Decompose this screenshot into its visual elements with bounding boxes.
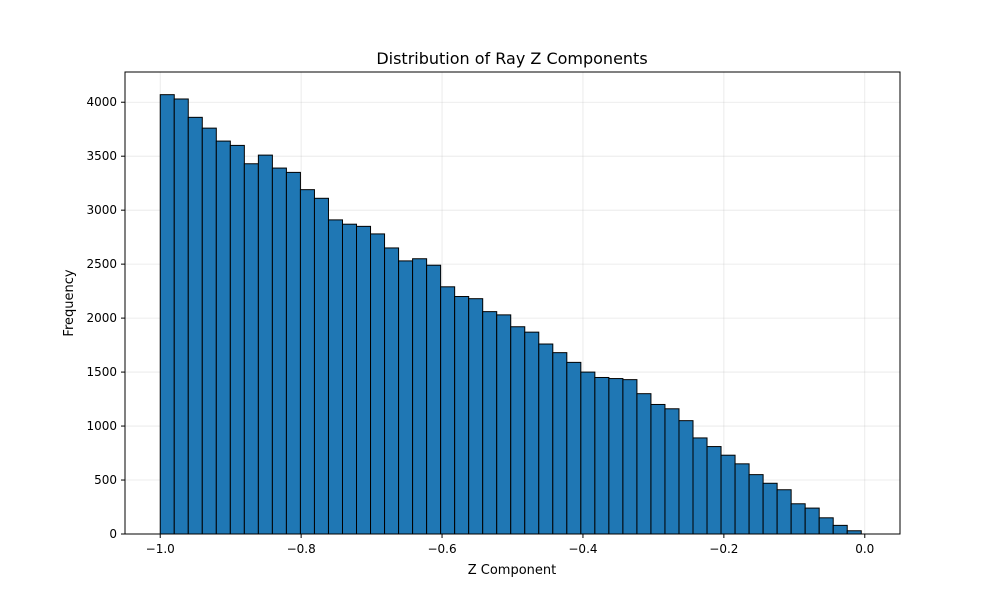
histogram-bar [552,352,568,535]
histogram-bar [748,474,764,535]
y-axis-label: Frequency [62,269,77,336]
histogram-bar [426,264,442,535]
histogram-bar [762,482,778,535]
histogram-bar [678,420,694,535]
histogram-bar [482,311,498,535]
histogram-bar [538,343,554,535]
histogram-bar [524,331,540,535]
x-tick-label: −0.8 [287,542,316,556]
histogram-bar [776,489,792,535]
histogram-bar [692,437,708,535]
x-tick-label: −0.6 [427,542,456,556]
histogram-bar [622,379,638,535]
histogram-bar [496,314,512,535]
y-tick-label: 500 [94,473,117,487]
histogram-bar [201,127,217,535]
histogram-bar [313,197,329,535]
histogram-bar [159,94,175,535]
histogram-bar [285,171,301,535]
histogram-bar [706,446,722,535]
histogram-bar [398,260,414,535]
histogram-bar [257,154,273,535]
chart-title: Distribution of Ray Z Components [376,49,647,68]
y-tick-label: 2500 [86,257,117,271]
histogram-bar [636,393,652,535]
x-tick-label: 0.0 [855,542,874,556]
histogram-bar [580,371,596,535]
histogram-bar [440,286,456,535]
y-axis-ticks: 0 500 1000 1500 2000 2500 3000 3500 4000 [86,95,125,541]
histogram-bar [327,219,343,535]
x-axis-label: Z Component [468,563,557,578]
plot-frame [124,71,901,535]
y-tick-label: 0 [109,527,117,541]
histogram-bar [818,517,834,535]
histogram-bar [468,298,484,535]
histogram-bar [215,140,231,535]
histogram-bar [243,163,259,535]
x-axis-ticks: −1.0 −0.8 −0.6 −0.4 −0.2 0.0 [146,534,874,556]
y-tick-label: 1500 [86,365,117,379]
histogram-bar [790,503,806,535]
histogram-bar [664,408,680,535]
histogram-bar [650,403,666,535]
x-tick-label: −0.2 [709,542,738,556]
y-tick-label: 4000 [86,95,117,109]
histogram-bar [594,376,610,535]
y-tick-label: 2000 [86,311,117,325]
histogram-bar [832,524,848,535]
histogram-bar [734,463,750,535]
histogram-bar [608,378,624,535]
histogram-bar [173,98,189,535]
histogram-bar [412,258,428,535]
histogram-bar [271,167,287,535]
y-tick-label: 3000 [86,203,117,217]
x-tick-label: −1.0 [146,542,175,556]
histogram-bar [356,225,372,535]
histogram-bar [454,296,470,535]
bars [159,94,862,535]
histogram-bar [187,116,203,535]
histogram-bar [341,223,358,535]
histogram-bar [510,326,526,535]
y-tick-label: 3500 [86,149,117,163]
histogram-bar [370,233,386,535]
histogram-bar [804,507,820,535]
histogram-bar [229,144,245,535]
histogram-bar [299,189,315,535]
x-tick-label: −0.4 [568,542,597,556]
histogram-bar [720,454,736,535]
y-tick-label: 1000 [86,419,117,433]
histogram-bar [566,361,582,535]
histogram-bar [384,247,400,535]
